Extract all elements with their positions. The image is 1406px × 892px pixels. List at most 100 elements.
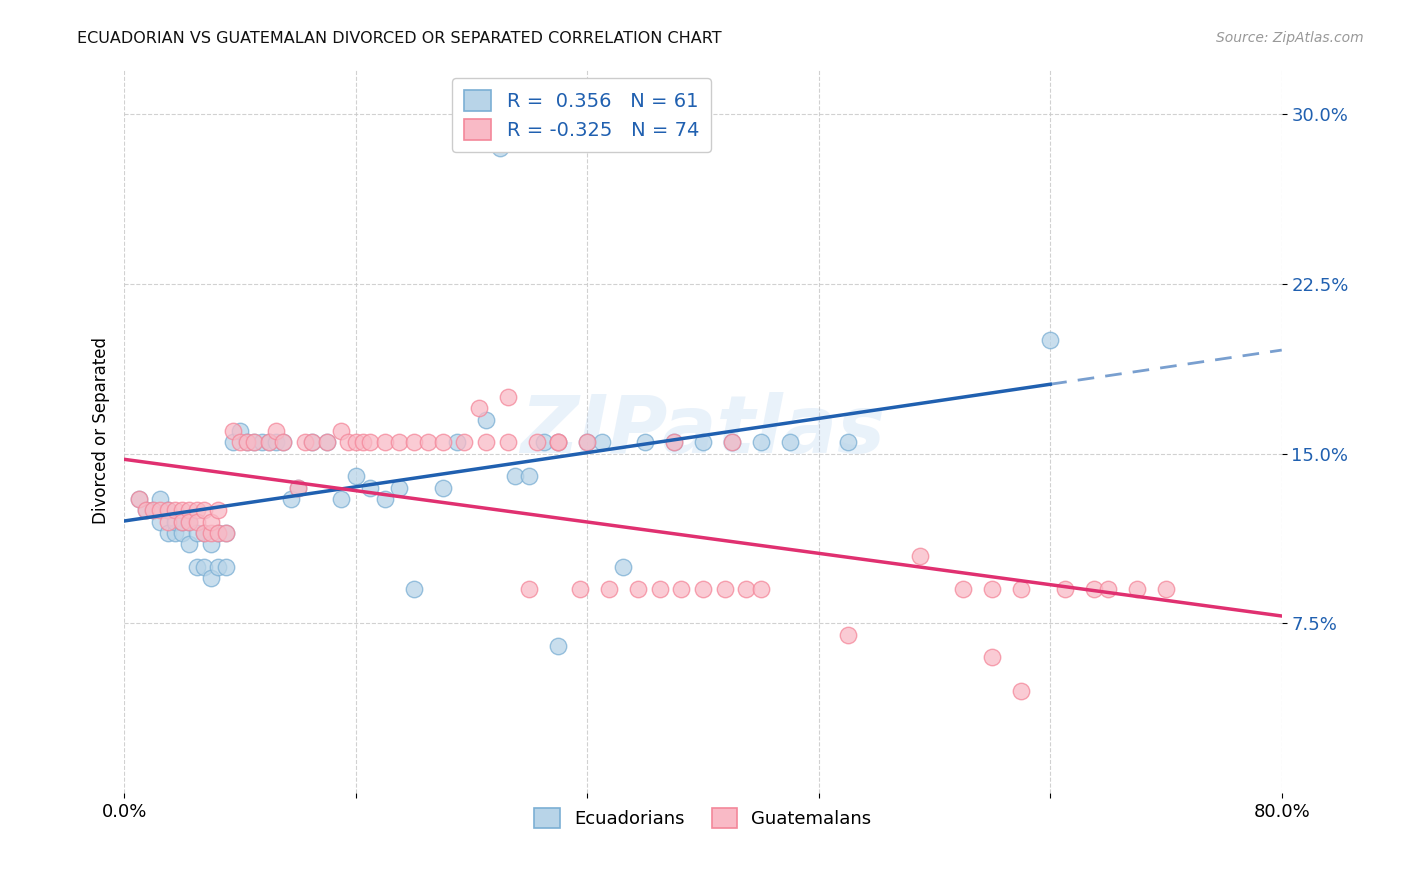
Point	[229, 435, 252, 450]
Point	[475, 435, 498, 450]
Point	[149, 515, 172, 529]
Point	[179, 503, 201, 517]
Point	[496, 435, 519, 450]
Point	[432, 435, 454, 450]
Point	[156, 515, 179, 529]
Point	[200, 525, 222, 540]
Point	[142, 503, 165, 517]
Point	[337, 435, 360, 450]
Legend: Ecuadorians, Guatemalans: Ecuadorians, Guatemalans	[527, 801, 879, 835]
Point	[526, 435, 548, 450]
Point	[315, 435, 337, 450]
Point	[576, 435, 599, 450]
Point	[179, 515, 201, 529]
Point	[186, 503, 208, 517]
Point	[374, 491, 396, 506]
Point	[713, 582, 735, 597]
Point	[634, 435, 657, 450]
Point	[287, 481, 309, 495]
Point	[264, 424, 287, 438]
Point	[467, 401, 489, 416]
Point	[662, 435, 685, 450]
Point	[344, 469, 367, 483]
Point	[186, 525, 208, 540]
Point	[294, 435, 316, 450]
Point	[662, 435, 685, 450]
Point	[1039, 334, 1062, 348]
Point	[186, 559, 208, 574]
Point	[388, 435, 411, 450]
Point	[547, 435, 569, 450]
Point	[172, 515, 194, 529]
Point	[344, 435, 367, 450]
Point	[149, 503, 172, 517]
Point	[547, 435, 569, 450]
Point	[1083, 582, 1105, 597]
Point	[301, 435, 323, 450]
Point	[416, 435, 439, 450]
Point	[533, 435, 555, 450]
Point	[692, 435, 714, 450]
Point	[330, 424, 353, 438]
Point	[496, 390, 519, 404]
Point	[569, 582, 592, 597]
Point	[576, 435, 599, 450]
Point	[207, 559, 229, 574]
Point	[207, 503, 229, 517]
Point	[172, 525, 194, 540]
Point	[257, 435, 280, 450]
Point	[453, 435, 475, 450]
Point	[1010, 684, 1032, 698]
Point	[243, 435, 266, 450]
Point	[200, 515, 222, 529]
Point	[591, 435, 613, 450]
Point	[402, 582, 425, 597]
Point	[359, 481, 381, 495]
Point	[243, 435, 266, 450]
Point	[517, 582, 540, 597]
Text: ECUADORIAN VS GUATEMALAN DIVORCED OR SEPARATED CORRELATION CHART: ECUADORIAN VS GUATEMALAN DIVORCED OR SEP…	[77, 31, 721, 46]
Point	[186, 515, 208, 529]
Point	[721, 435, 744, 450]
Point	[172, 503, 194, 517]
Point	[179, 515, 201, 529]
Point	[214, 525, 236, 540]
Point	[135, 503, 157, 517]
Point	[257, 435, 280, 450]
Point	[163, 515, 186, 529]
Point	[446, 435, 468, 450]
Point	[193, 559, 215, 574]
Point	[749, 582, 772, 597]
Point	[648, 582, 671, 597]
Point	[749, 435, 772, 450]
Point	[374, 435, 396, 450]
Point	[149, 491, 172, 506]
Point	[229, 424, 252, 438]
Point	[163, 525, 186, 540]
Point	[222, 424, 245, 438]
Point	[837, 435, 859, 450]
Point	[222, 435, 245, 450]
Point	[952, 582, 974, 597]
Point	[598, 582, 620, 597]
Point	[264, 435, 287, 450]
Point	[489, 141, 512, 155]
Point	[612, 559, 634, 574]
Text: ZIPatlas: ZIPatlas	[520, 392, 886, 470]
Point	[908, 549, 931, 563]
Point	[193, 525, 215, 540]
Point	[193, 525, 215, 540]
Point	[135, 503, 157, 517]
Point	[692, 582, 714, 597]
Point	[330, 491, 353, 506]
Point	[273, 435, 295, 450]
Point	[172, 515, 194, 529]
Point	[156, 503, 179, 517]
Point	[156, 525, 179, 540]
Point	[200, 537, 222, 551]
Point	[627, 582, 650, 597]
Point	[352, 435, 374, 450]
Point	[287, 481, 309, 495]
Point	[981, 650, 1004, 665]
Point	[280, 491, 302, 506]
